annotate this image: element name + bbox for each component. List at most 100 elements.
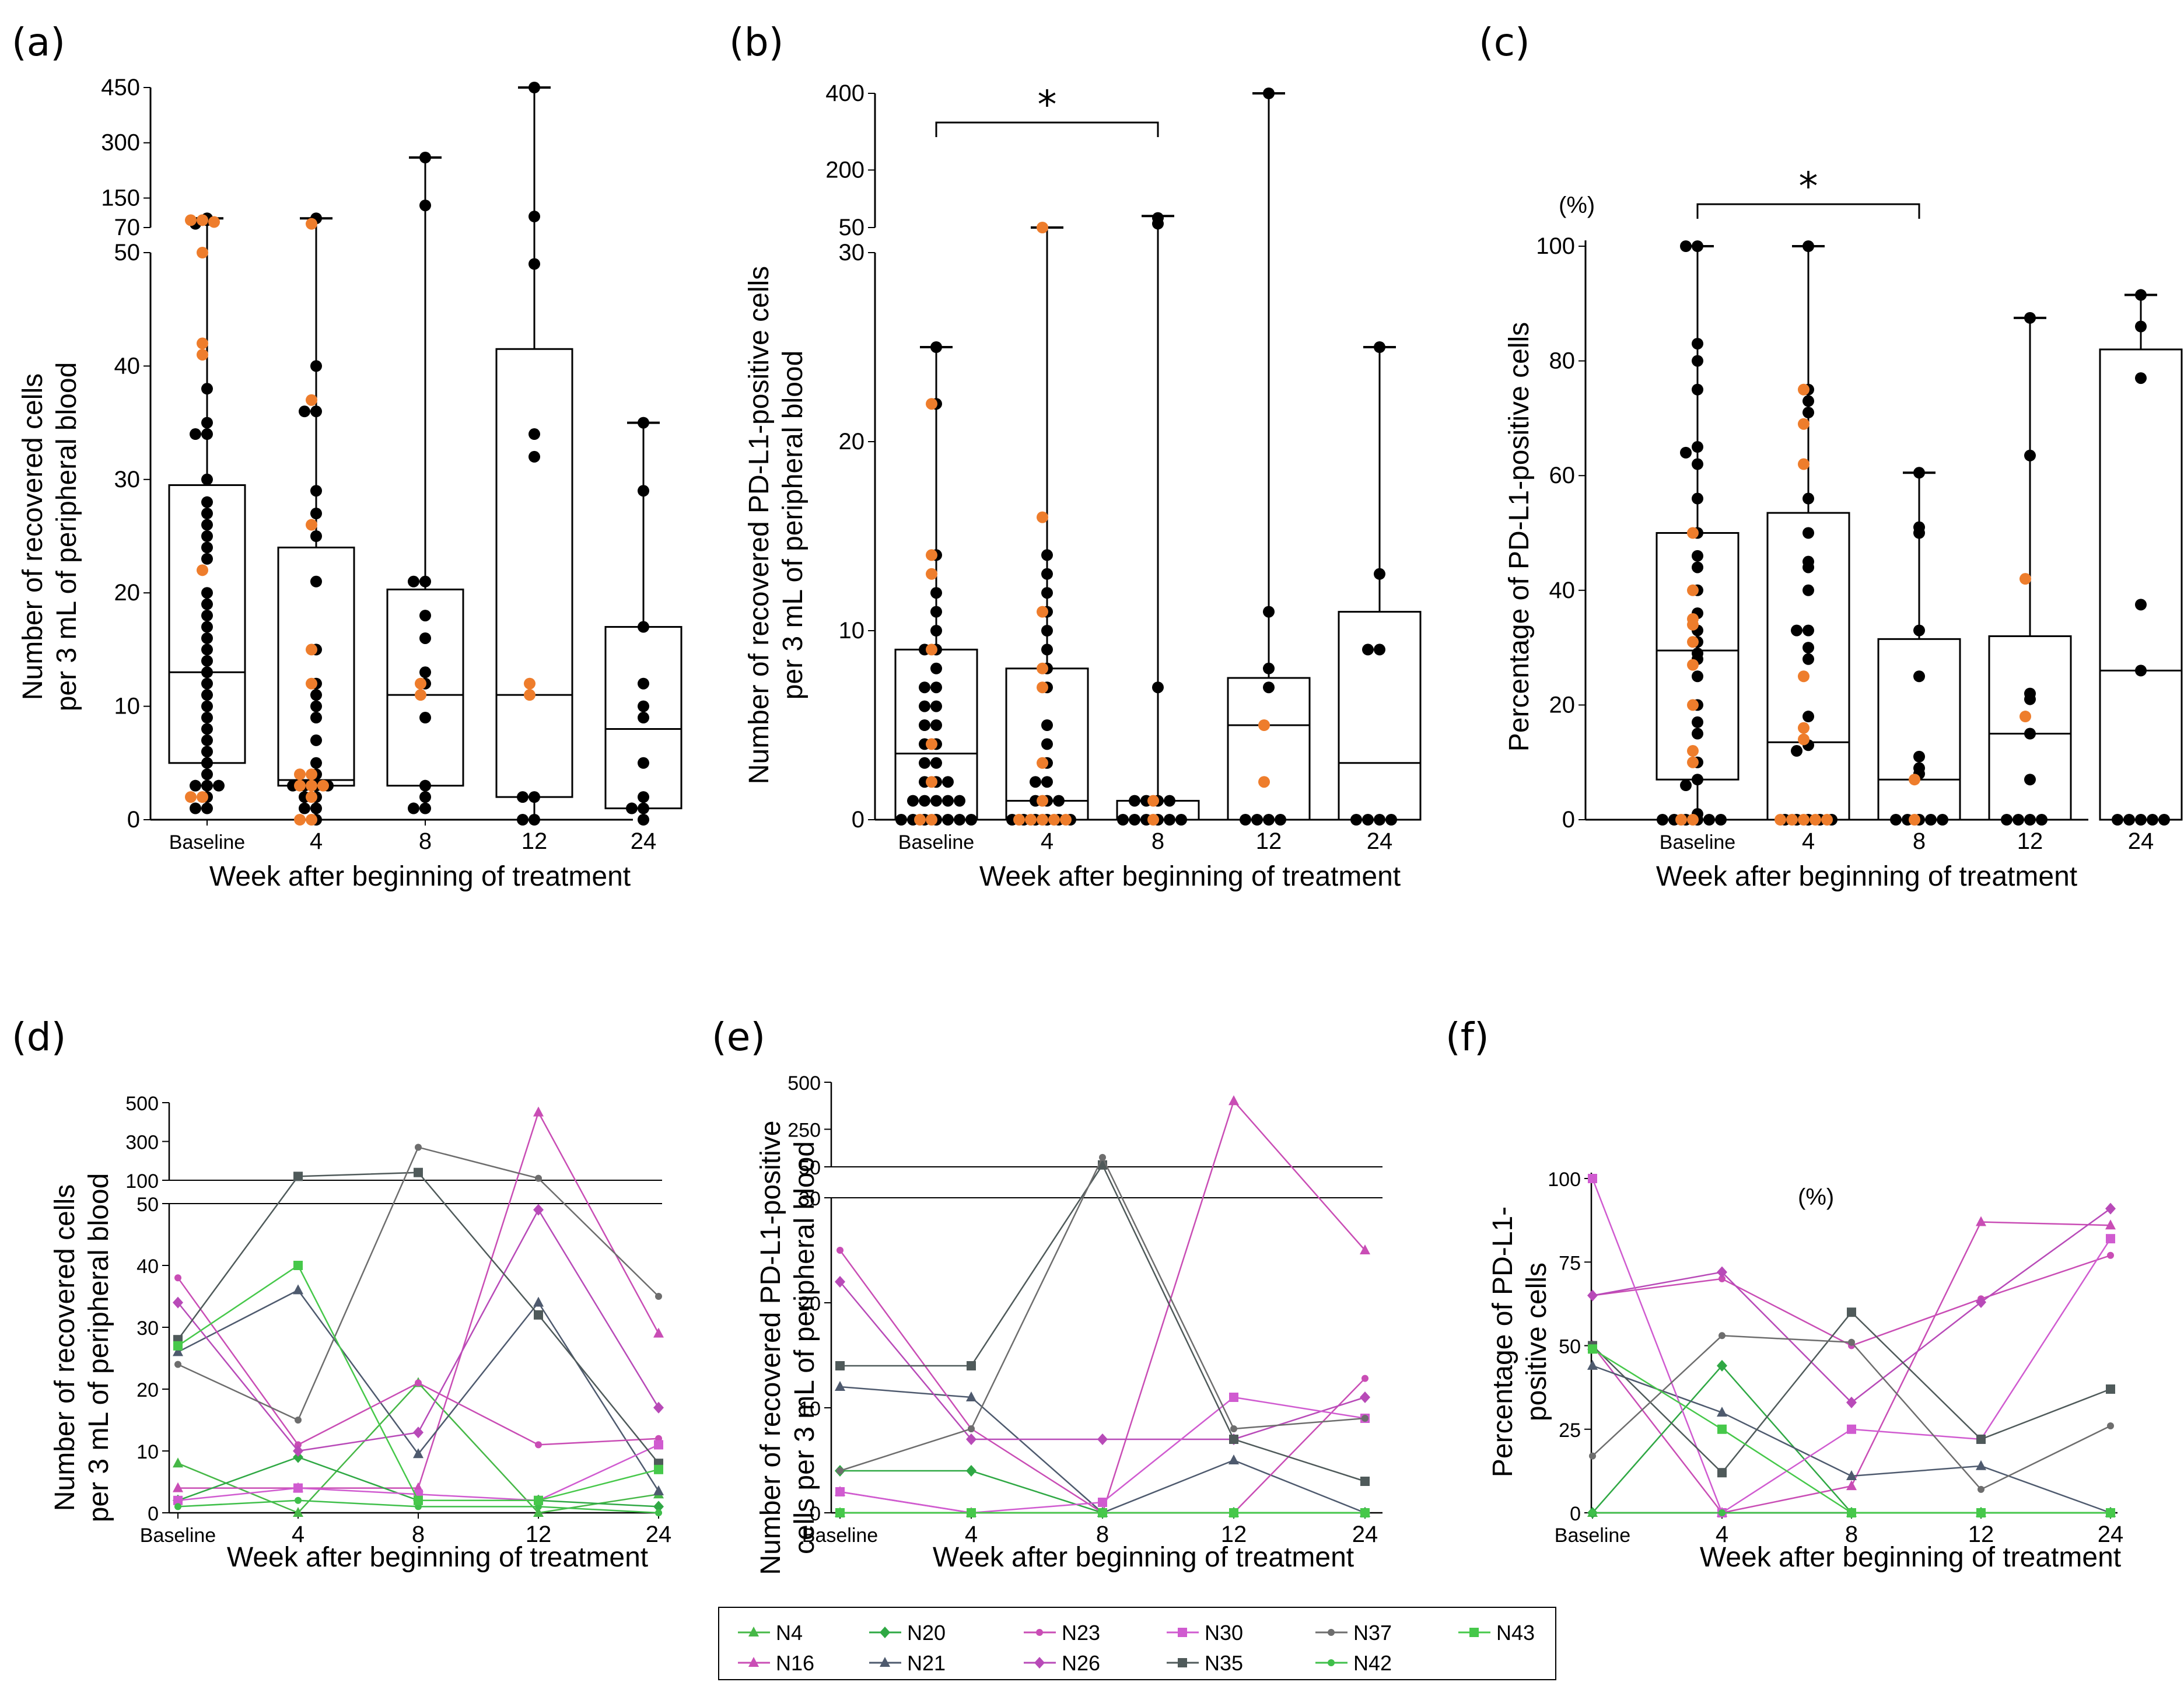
y-tick-label: 20: [799, 1293, 821, 1315]
black-point: [1692, 561, 1703, 574]
black-point: [201, 519, 213, 531]
series-marker: [1360, 1244, 1370, 1254]
x-tick-label: 24: [646, 1522, 672, 1547]
black-point: [2135, 320, 2147, 333]
series-marker: [835, 1361, 845, 1370]
black-point: [310, 712, 322, 724]
series-marker: [1976, 1460, 1986, 1470]
orange-point: [306, 644, 317, 656]
y-axis-title-line: cells per 3 mL of peripheral blood: [789, 1141, 820, 1554]
black-point: [1041, 644, 1053, 656]
series-N43: [835, 1508, 1370, 1517]
y-tick-label: 10: [839, 618, 865, 644]
series-marker: [174, 1274, 181, 1282]
orange-point: [1147, 814, 1159, 826]
y-tick-label: 0: [1562, 807, 1575, 833]
legend-marker: [1034, 1657, 1045, 1669]
series-marker: [2105, 1219, 2116, 1230]
black-point: [1803, 711, 1814, 723]
y-tick-label: 0: [148, 1503, 159, 1525]
black-point: [1803, 584, 1814, 596]
black-point: [419, 779, 431, 792]
series-marker: [835, 1508, 845, 1517]
orange-point: [306, 677, 317, 690]
series-marker: [1230, 1425, 1237, 1432]
black-point: [930, 587, 942, 599]
black-point: [201, 689, 213, 701]
y-tick-label: 250: [788, 1120, 821, 1142]
legend-item-N43: N43: [1458, 1621, 1535, 1645]
black-point: [1913, 624, 1925, 637]
x-tick-label: 4: [1716, 1522, 1728, 1547]
y-tick-label: 0: [810, 1503, 821, 1525]
orange-point: [306, 768, 317, 781]
black-point: [638, 417, 649, 429]
series-marker: [1097, 1433, 1108, 1445]
y-tick-label: 30: [114, 467, 141, 492]
series-marker: [414, 1495, 423, 1505]
black-point: [1117, 814, 1129, 826]
black-point: [201, 655, 213, 667]
black-point: [201, 508, 213, 520]
y-tick-label: 10: [136, 1441, 159, 1463]
orange-point: [208, 216, 220, 228]
box-8: [386, 152, 464, 814]
series-N37: [174, 1144, 662, 1424]
series-marker: [173, 1457, 183, 1468]
series-N23: [174, 1274, 662, 1449]
series-marker: [836, 1467, 844, 1474]
legend-label: N4: [776, 1621, 803, 1645]
series-marker: [295, 1496, 302, 1504]
series-marker: [1098, 1508, 1107, 1517]
black-point: [1913, 527, 1925, 539]
legend-item-N21: N21: [869, 1651, 946, 1675]
orange-point: [1798, 670, 1810, 683]
orange-point: [914, 814, 926, 826]
y-tick-label: 300: [101, 130, 140, 156]
series-marker: [174, 1361, 181, 1368]
black-point: [919, 719, 930, 731]
panel-label: (c): [1479, 20, 1530, 65]
series-marker: [835, 1381, 845, 1391]
orange-point: [294, 814, 306, 826]
series-line: [177, 1277, 659, 1446]
series-N43: [1588, 1344, 2115, 1517]
y-axis-title: Percentage of PD-L1-positive cells: [1488, 1207, 1552, 1477]
black-point: [1692, 774, 1703, 786]
y-tick-label: 50: [839, 215, 865, 240]
orange-point: [1798, 722, 1810, 734]
y-tick-label: 100: [1548, 1169, 1581, 1191]
legend-item-N26: N26: [1024, 1651, 1100, 1675]
black-point: [2135, 289, 2147, 301]
legend-label: N23: [1062, 1621, 1100, 1645]
legend-item-N20: N20: [869, 1621, 946, 1645]
black-point: [638, 757, 649, 769]
black-point: [201, 621, 213, 633]
panel-label: (b): [729, 20, 783, 65]
black-point: [1030, 776, 1041, 788]
series-marker: [1847, 1424, 1856, 1434]
black-point: [638, 677, 649, 690]
x-tick-label: 4: [310, 828, 323, 854]
legend-marker: [880, 1627, 890, 1638]
black-point: [2013, 814, 2024, 826]
black-point: [528, 450, 540, 463]
black-point: [638, 802, 649, 814]
orange-point: [1037, 757, 1048, 769]
series-marker: [1846, 1480, 1857, 1491]
black-point: [2147, 814, 2158, 826]
legend-marker: [1469, 1628, 1479, 1637]
series-marker: [1228, 1095, 1239, 1106]
x-tick-label: 4: [292, 1522, 304, 1547]
orange-point: [306, 779, 317, 792]
black-point: [201, 666, 213, 679]
x-tick-label: 8: [1152, 828, 1164, 854]
y-tick-label: 10: [799, 1398, 821, 1420]
series-marker: [1589, 1509, 1596, 1516]
black-point: [310, 734, 322, 746]
series-marker: [1976, 1508, 1986, 1517]
black-point: [930, 700, 942, 712]
black-point: [310, 757, 322, 769]
orange-point: [1037, 662, 1048, 674]
